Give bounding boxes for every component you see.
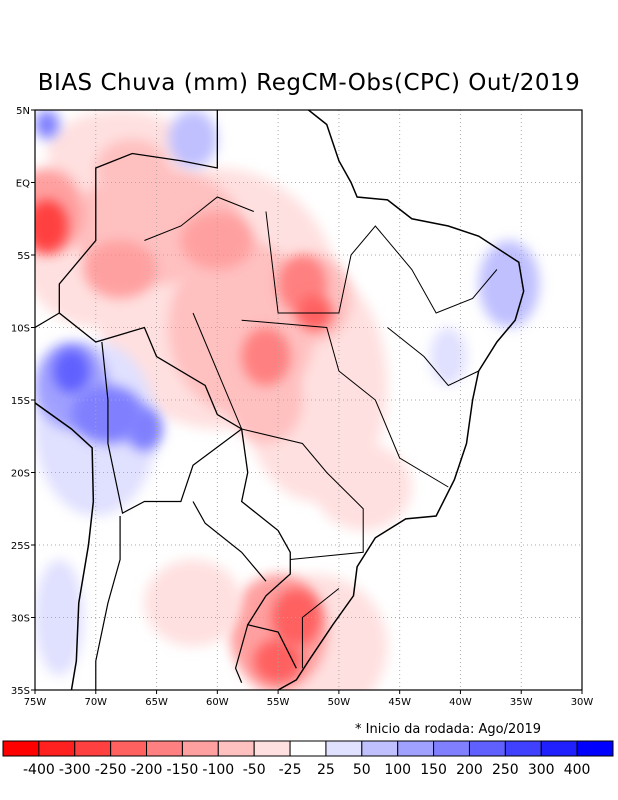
x-tick-label: 35W — [510, 697, 533, 708]
bias-area — [126, 407, 163, 451]
state-border — [265, 211, 498, 314]
state-border — [192, 312, 364, 560]
bias-area — [168, 110, 218, 168]
colorbar-label: 50 — [352, 762, 371, 778]
chart-title: BIAS Chuva (mm) RegCM-Obs(CPC) Out/2019 — [37, 70, 581, 96]
colorbar-box — [325, 740, 363, 757]
bias-area — [272, 588, 321, 647]
coastline-atlantic — [277, 110, 525, 690]
state-border — [387, 327, 479, 387]
bias-area — [35, 199, 68, 253]
state-border — [144, 196, 254, 241]
x-tick-label: 50W — [328, 697, 351, 708]
bias-area — [83, 240, 157, 299]
colorbar-box — [181, 740, 219, 757]
colorbar-label: -50 — [242, 762, 266, 778]
colorbar-label: -400 — [22, 762, 55, 778]
y-tick-label: 20S — [11, 469, 30, 480]
y-tick-label: EQ — [16, 179, 30, 190]
colorbar-label: 200 — [456, 762, 483, 778]
coastline-pacific — [35, 402, 95, 690]
state-border — [241, 319, 449, 488]
bias-area — [180, 211, 254, 270]
y-tick-label: 15S — [11, 396, 30, 407]
colorbar-box — [433, 740, 470, 757]
brazil-border — [58, 110, 297, 669]
colorbar-label: -150 — [166, 762, 199, 778]
colorbar-label: 250 — [491, 762, 519, 778]
y-tick-label: 5N — [16, 106, 30, 117]
y-tick-label: 35S — [11, 686, 30, 697]
colorbar-label: 100 — [384, 762, 412, 778]
colorbar-box — [110, 740, 148, 757]
paraguay-border — [192, 501, 267, 582]
bias-area — [241, 327, 291, 386]
colorbar-box — [146, 740, 183, 757]
y-tick-label: 30S — [11, 614, 30, 625]
x-tick-label: 40W — [449, 697, 472, 708]
peru-border — [35, 312, 60, 329]
bias-area — [478, 240, 540, 328]
colorbar-label: -250 — [94, 762, 127, 778]
bias-area — [53, 349, 90, 393]
colorbar-label: 400 — [563, 762, 591, 778]
colorbar-label: 150 — [420, 762, 447, 778]
colorbar-box — [289, 740, 327, 757]
bias-area — [430, 327, 467, 386]
x-tick-label: 70W — [84, 697, 107, 708]
colorbar-box — [217, 740, 255, 757]
colorbar-box — [253, 740, 291, 757]
colorbar-box — [397, 740, 435, 757]
chile-argentina-border — [95, 516, 121, 690]
colorbar-box — [361, 740, 399, 757]
colorbar-label: -300 — [58, 762, 91, 778]
colorbar-label: 300 — [527, 762, 555, 778]
x-tick-label: 45W — [388, 697, 411, 708]
colorbar-label: -200 — [130, 762, 163, 778]
x-tick-label: 60W — [206, 697, 229, 708]
bias-area — [35, 110, 60, 139]
colorbar-box — [74, 740, 112, 757]
colorbar-box — [540, 740, 578, 757]
state-border — [301, 588, 340, 669]
x-tick-label: 75W — [24, 697, 47, 708]
run-start-note: * Inicio da rodada: Ago/2019 — [355, 722, 542, 737]
y-tick-label: 25S — [11, 541, 30, 552]
bias-area — [314, 443, 412, 531]
colorbar-label: 25 — [317, 762, 335, 778]
colorbar-label: -25 — [278, 762, 302, 778]
colorbar-label: -100 — [202, 762, 235, 778]
uruguay-border — [234, 624, 249, 683]
y-tick-label: 10S — [11, 324, 30, 335]
bias-area — [253, 639, 303, 683]
colorbar-box — [504, 740, 542, 757]
bolivia-border — [101, 341, 243, 515]
colorbar-box — [2, 740, 40, 757]
bias-area — [229, 356, 303, 444]
x-tick-label: 65W — [145, 697, 168, 708]
colorbar-box — [38, 740, 76, 757]
colorbar-box — [468, 740, 506, 757]
x-tick-label: 30W — [571, 697, 594, 708]
colorbar-box — [576, 740, 614, 757]
y-tick-label: 5S — [17, 251, 30, 262]
bias-area — [95, 139, 169, 197]
bias-area — [144, 559, 242, 647]
x-tick-label: 55W — [267, 697, 290, 708]
